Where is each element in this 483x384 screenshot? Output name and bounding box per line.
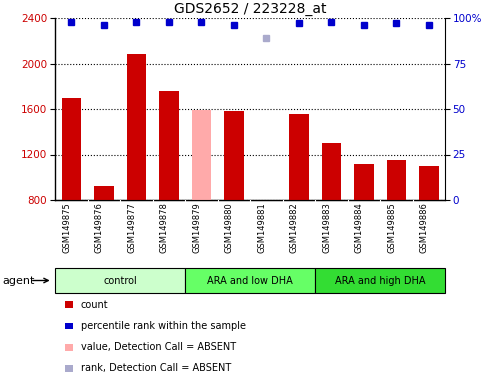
Bar — [224, 111, 243, 200]
Text: GSM149877: GSM149877 — [127, 202, 136, 253]
Bar — [256, 200, 276, 205]
Bar — [127, 55, 146, 200]
Text: GSM149879: GSM149879 — [192, 202, 201, 253]
Text: ARA and high DHA: ARA and high DHA — [335, 275, 425, 285]
Text: percentile rank within the sample: percentile rank within the sample — [81, 321, 245, 331]
Text: GSM149881: GSM149881 — [257, 202, 266, 253]
Text: count: count — [81, 300, 108, 310]
Bar — [419, 166, 439, 200]
Text: value, Detection Call = ABSENT: value, Detection Call = ABSENT — [81, 342, 236, 352]
Bar — [354, 164, 373, 200]
Bar — [322, 143, 341, 200]
Bar — [159, 91, 179, 200]
Text: GSM149886: GSM149886 — [420, 202, 429, 253]
Bar — [315, 268, 445, 293]
Text: GSM149875: GSM149875 — [62, 202, 71, 253]
Bar — [94, 186, 114, 200]
Text: GSM149885: GSM149885 — [387, 202, 396, 253]
Bar — [55, 268, 185, 293]
Bar — [191, 110, 211, 200]
Text: agent: agent — [2, 275, 35, 285]
Text: GSM149884: GSM149884 — [355, 202, 364, 253]
Bar — [185, 268, 315, 293]
Bar — [386, 160, 406, 200]
Bar — [289, 114, 309, 200]
Text: rank, Detection Call = ABSENT: rank, Detection Call = ABSENT — [81, 363, 231, 373]
Text: control: control — [103, 275, 137, 285]
Bar — [61, 98, 81, 200]
Text: GSM149880: GSM149880 — [225, 202, 234, 253]
Text: ARA and low DHA: ARA and low DHA — [207, 275, 293, 285]
Text: GSM149876: GSM149876 — [95, 202, 104, 253]
Text: GSM149878: GSM149878 — [160, 202, 169, 253]
Text: GSM149882: GSM149882 — [290, 202, 299, 253]
Text: GSM149883: GSM149883 — [322, 202, 331, 253]
Text: GDS2652 / 223228_at: GDS2652 / 223228_at — [174, 2, 326, 16]
